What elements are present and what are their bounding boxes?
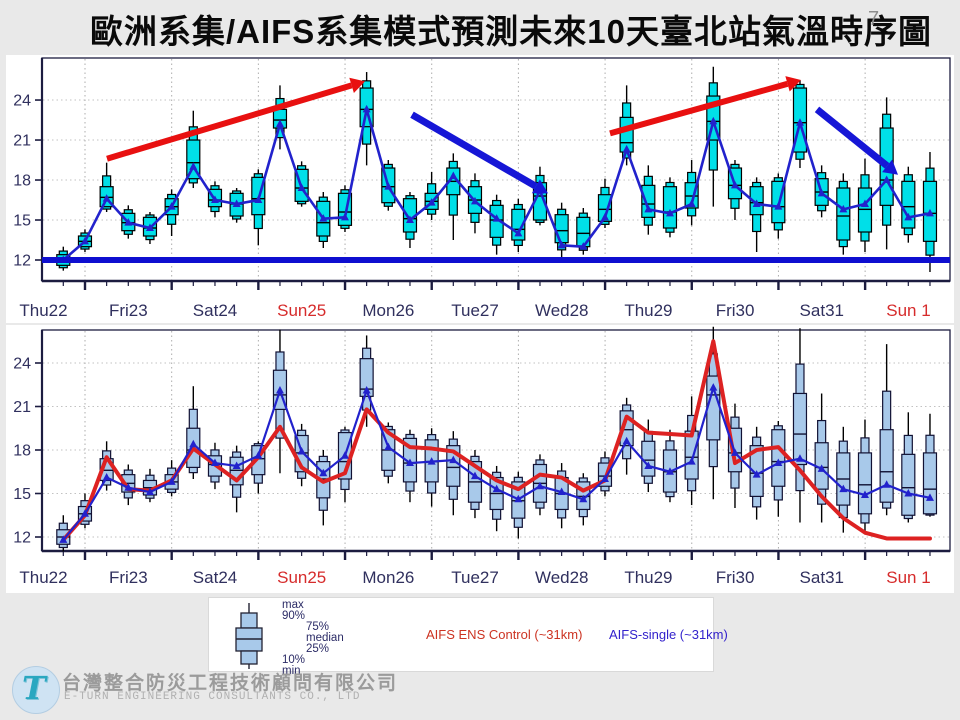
svg-text:Fri23: Fri23 (109, 301, 148, 320)
ensemble-boxes (56, 66, 938, 272)
svg-text:12: 12 (13, 253, 31, 270)
svg-text:Tue27: Tue27 (451, 301, 499, 320)
svg-text:Thu22: Thu22 (19, 301, 67, 320)
company-logo-icon: T (12, 666, 60, 714)
svg-text:Sat24: Sat24 (193, 568, 237, 587)
day-labels: Thu22 Fri23 Sat24 Sun25 Mon26 Tue27 Wed28 Thu29… (19, 568, 930, 587)
legend-box: max 90% 75% median 25% 10% min AIFS ENS Contro… (208, 597, 728, 677)
svg-text:24: 24 (13, 356, 31, 373)
y-axis-labels: 12 15 18 21 24 (13, 93, 42, 270)
legend-label-min: min (282, 665, 301, 677)
svg-text:Thu29: Thu29 (624, 301, 672, 320)
svg-text:12: 12 (13, 530, 31, 547)
legend-label-25pct: 25% (306, 643, 330, 655)
svg-text:Tue27: Tue27 (451, 568, 499, 587)
day-labels: Thu22 Fri23 Sat24 Sun25 Mon26 Tue27 Wed28 Thu29… (19, 301, 930, 320)
company-name-zh: 台灣整合防災工程技術顧問有限公司 (62, 673, 399, 694)
svg-text:Thu22: Thu22 (19, 568, 67, 587)
upper-chart-svg: 12 15 18 21 24 Thu22 Fri23 Sat24 Sun25 Mon26 Tue27… (13, 57, 951, 320)
lower-chart-svg: 12 15 18 21 24 Thu22 Fri23 Sat24 Sun25 Mon26 Tue27… (13, 326, 951, 587)
control-line (61, 339, 932, 542)
svg-text:Sun25: Sun25 (277, 568, 326, 587)
blue-trend-arrow-4 (814, 106, 898, 175)
svg-text:Fri23: Fri23 (109, 568, 148, 587)
gridlines (43, 331, 949, 550)
ensemble-boxes (56, 326, 938, 552)
x-axis-ticks (62, 281, 931, 290)
svg-text:15: 15 (13, 486, 31, 503)
company-name-en: E-TURN ENGINEERING CONSULTANTS CO., LTD (64, 691, 361, 703)
svg-text:Sun 1: Sun 1 (886, 568, 930, 587)
svg-text:Sat24: Sat24 (193, 301, 237, 320)
legend-single-label: AIFS-single (~31km) (609, 627, 728, 642)
svg-text:Wed28: Wed28 (535, 568, 589, 587)
page-number: 7 (868, 8, 880, 30)
svg-text:Thu29: Thu29 (624, 568, 672, 587)
svg-text:Sun 1: Sun 1 (886, 301, 930, 320)
boxplot-legend-glyph-icon (235, 603, 263, 669)
legend-label-75pct: 75% (306, 621, 330, 633)
svg-text:Wed28: Wed28 (535, 301, 589, 320)
page-title: 歐洲系集/AIFS系集模式預測未來10天臺北站氣溫時序圖 (89, 13, 933, 50)
gridlines (43, 59, 949, 280)
red-trend-arrow-1 (106, 77, 365, 162)
svg-text:21: 21 (13, 133, 31, 150)
legend-label-10pct: 10% (282, 654, 306, 666)
lower-chart-panel: 12 15 18 21 24 Thu22 Fri23 Sat24 Sun25 Mon26 Tue27… (6, 325, 954, 593)
y-axis-labels: 12 15 18 21 24 (13, 356, 42, 547)
svg-text:Fri30: Fri30 (716, 301, 755, 320)
svg-text:24: 24 (13, 93, 31, 110)
blue-trend-arrow-2 (410, 111, 548, 194)
red-trend-arrow-3 (609, 76, 801, 137)
footer: T 台灣整合防災工程技術顧問有限公司 E-TURN ENGINEERING CO… (0, 660, 960, 720)
legend-control-label: AIFS ENS Control (~31km) (426, 627, 583, 642)
svg-text:18: 18 (13, 173, 31, 190)
legend-label-median: median (306, 632, 344, 644)
svg-text:Fri30: Fri30 (716, 568, 755, 587)
legend-label-max: max (282, 599, 304, 611)
svg-text:Sat31: Sat31 (800, 568, 844, 587)
svg-text:15: 15 (13, 213, 31, 230)
upper-chart-panel: 12 15 18 21 24 Thu22 Fri23 Sat24 Sun25 Mon26 Tue27… (6, 55, 954, 323)
svg-text:Sat31: Sat31 (800, 301, 844, 320)
single-line (59, 104, 934, 263)
legend-label-90pct: 90% (282, 610, 306, 622)
svg-text:Mon26: Mon26 (362, 568, 414, 587)
svg-text:Sun25: Sun25 (277, 301, 326, 320)
svg-text:21: 21 (13, 399, 31, 416)
svg-text:Mon26: Mon26 (362, 301, 414, 320)
x-axis-ticks (62, 551, 931, 560)
single-line (59, 383, 934, 543)
svg-text:18: 18 (13, 443, 31, 460)
